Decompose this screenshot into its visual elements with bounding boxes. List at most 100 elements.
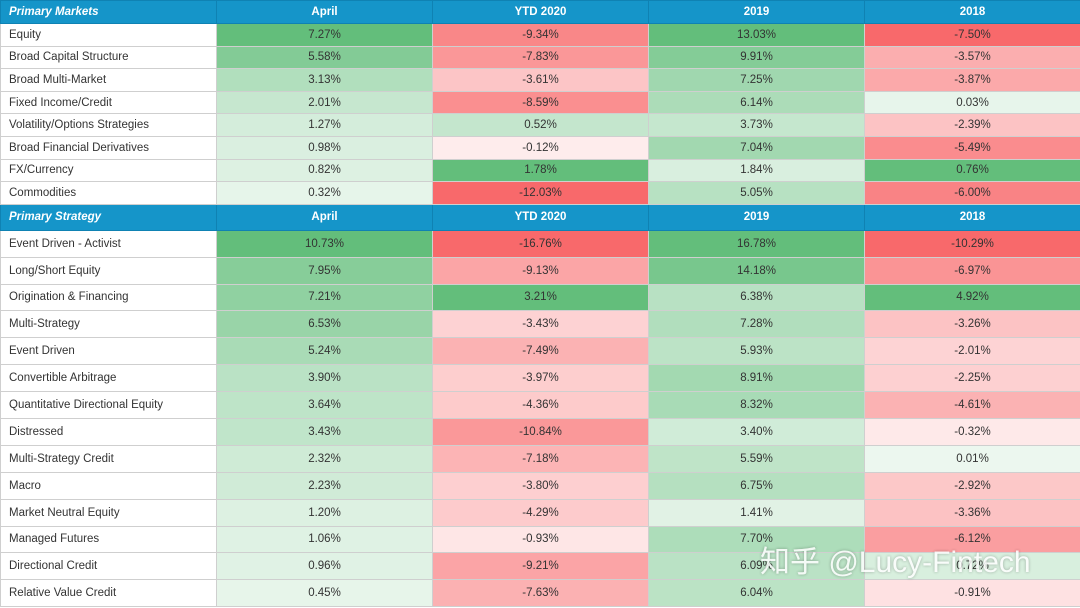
value-cell: 2.01% — [216, 90, 433, 115]
section-title: Primary Strategy — [0, 203, 217, 231]
value-cell: 4.92% — [864, 283, 1080, 312]
table-row: Directional Credit 0.96% -9.21% 6.09% 0.72% — [0, 552, 1080, 581]
row-label: Origination & Financing — [0, 283, 217, 312]
value-cell: 3.13% — [216, 68, 433, 92]
value-cell: -12.03% — [432, 181, 649, 205]
value-cell: 0.76% — [864, 158, 1080, 183]
table-row: Commodities 0.32% -12.03% 5.05% -6.00% — [0, 181, 1080, 205]
value-cell: 1.27% — [216, 113, 433, 137]
value-cell: 7.27% — [216, 23, 433, 47]
value-cell: -0.32% — [864, 417, 1080, 446]
value-cell: -3.43% — [432, 310, 649, 339]
value-cell: 0.32% — [216, 181, 433, 205]
value-cell: 1.41% — [648, 498, 865, 527]
column-header: April — [216, 0, 433, 24]
primary-markets-header-row: Primary Markets April YTD 2020 2019 2018 — [0, 0, 1080, 24]
value-cell: 8.91% — [648, 364, 865, 393]
value-cell: 6.53% — [216, 310, 433, 339]
row-label: Distressed — [0, 417, 217, 446]
row-label: Multi-Strategy — [0, 310, 217, 339]
column-header: 2018 — [864, 203, 1080, 231]
value-cell: 5.24% — [216, 337, 433, 366]
value-cell: -4.36% — [432, 391, 649, 419]
column-header: 2019 — [648, 203, 865, 231]
row-label: Directional Credit — [0, 552, 217, 581]
value-cell: 5.05% — [648, 181, 865, 205]
value-cell: 5.58% — [216, 45, 433, 70]
column-header: YTD 2020 — [432, 203, 649, 231]
value-cell: 3.21% — [432, 283, 649, 312]
column-header: YTD 2020 — [432, 0, 649, 24]
value-cell: 1.78% — [432, 158, 649, 183]
value-cell: 8.32% — [648, 391, 865, 419]
row-label: Event Driven - Activist — [0, 229, 217, 258]
value-cell: 10.73% — [216, 229, 433, 258]
row-label: Event Driven — [0, 337, 217, 366]
value-cell: 7.04% — [648, 135, 865, 160]
row-label: Relative Value Credit — [0, 579, 217, 608]
table-row: Origination & Financing 7.21% 3.21% 6.38% 4.… — [0, 283, 1080, 312]
primary-strategy-header-row: Primary Strategy April YTD 2020 2019 2018 — [0, 203, 1080, 231]
value-cell: 0.45% — [216, 579, 433, 608]
column-header: 2018 — [864, 0, 1080, 24]
table-row: Equity 7.27% -9.34% 13.03% -7.50% — [0, 23, 1080, 47]
value-cell: -2.92% — [864, 471, 1080, 500]
table-row: FX/Currency 0.82% 1.78% 1.84% 0.76% — [0, 158, 1080, 183]
value-cell: -2.25% — [864, 364, 1080, 393]
value-cell: -0.12% — [432, 135, 649, 160]
row-label: FX/Currency — [0, 158, 217, 183]
value-cell: -4.61% — [864, 391, 1080, 419]
row-label: Convertible Arbitrage — [0, 364, 217, 393]
value-cell: -16.76% — [432, 229, 649, 258]
value-cell: 7.70% — [648, 525, 865, 554]
row-label: Market Neutral Equity — [0, 498, 217, 527]
row-label: Equity — [0, 23, 217, 47]
value-cell: 5.93% — [648, 337, 865, 366]
value-cell: 7.25% — [648, 68, 865, 92]
value-cell: 0.72% — [864, 552, 1080, 581]
value-cell: -8.59% — [432, 90, 649, 115]
value-cell: -7.18% — [432, 444, 649, 473]
value-cell: 6.04% — [648, 579, 865, 608]
value-cell: 2.32% — [216, 444, 433, 473]
table-row: Long/Short Equity 7.95% -9.13% 14.18% -6.97% — [0, 256, 1080, 285]
table-row: Multi-Strategy Credit 2.32% -7.18% 5.59% 0.0… — [0, 444, 1080, 473]
value-cell: 9.91% — [648, 45, 865, 70]
value-cell: -3.61% — [432, 68, 649, 92]
value-cell: 6.38% — [648, 283, 865, 312]
value-cell: 0.98% — [216, 135, 433, 160]
value-cell: -7.50% — [864, 23, 1080, 47]
value-cell: 7.21% — [216, 283, 433, 312]
table-row: Broad Capital Structure 5.58% -7.83% 9.91% -… — [0, 45, 1080, 70]
value-cell: 13.03% — [648, 23, 865, 47]
table-row: Broad Multi-Market 3.13% -3.61% 7.25% -3.87% — [0, 68, 1080, 92]
value-cell: 2.23% — [216, 471, 433, 500]
row-label: Broad Capital Structure — [0, 45, 217, 70]
table-row: Quantitative Directional Equity 3.64% -4.3… — [0, 391, 1080, 419]
value-cell: -7.83% — [432, 45, 649, 70]
value-cell: 0.82% — [216, 158, 433, 183]
value-cell: -9.34% — [432, 23, 649, 47]
table-row: Macro 2.23% -3.80% 6.75% -2.92% — [0, 471, 1080, 500]
value-cell: 3.73% — [648, 113, 865, 137]
row-label: Long/Short Equity — [0, 256, 217, 285]
value-cell: 7.95% — [216, 256, 433, 285]
value-cell: -2.01% — [864, 337, 1080, 366]
table-row: Broad Financial Derivatives 0.98% -0.12% 7.… — [0, 135, 1080, 160]
row-label: Quantitative Directional Equity — [0, 391, 217, 419]
row-label: Fixed Income/Credit — [0, 90, 217, 115]
table-row: Event Driven 5.24% -7.49% 5.93% -2.01% — [0, 337, 1080, 366]
table-row: Event Driven - Activist 10.73% -16.76% 16.7… — [0, 229, 1080, 258]
value-cell: 1.20% — [216, 498, 433, 527]
row-label: Commodities — [0, 181, 217, 205]
table-row: Managed Futures 1.06% -0.93% 7.70% -6.12% — [0, 525, 1080, 554]
column-header: 2019 — [648, 0, 865, 24]
value-cell: 0.52% — [432, 113, 649, 137]
table-row: Fixed Income/Credit 2.01% -8.59% 6.14% 0.03% — [0, 90, 1080, 115]
value-cell: -10.29% — [864, 229, 1080, 258]
value-cell: 6.75% — [648, 471, 865, 500]
value-cell: 3.64% — [216, 391, 433, 419]
value-cell: 6.09% — [648, 552, 865, 581]
section-title: Primary Markets — [0, 0, 217, 24]
